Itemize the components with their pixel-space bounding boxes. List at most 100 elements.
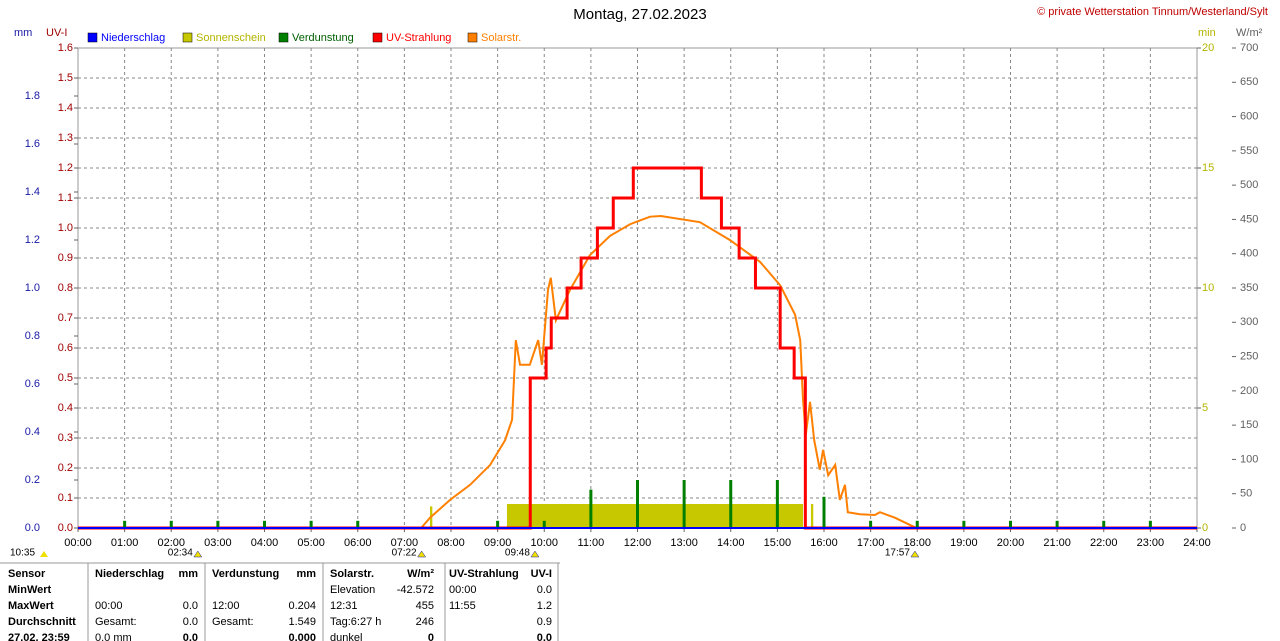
table-cell: 0 — [428, 632, 434, 641]
table-cell: Elevation — [330, 584, 375, 596]
y-tick-label: 0.7 — [58, 312, 73, 324]
table-header: UV-Strahlung — [449, 568, 519, 580]
y-tick-label: 0.4 — [25, 426, 40, 438]
evaporation-bar — [263, 520, 266, 528]
chart-title: Montag, 27.02.2023 — [573, 6, 706, 23]
y-tick-label: 1.3 — [58, 132, 73, 144]
y-tick-label: 400 — [1240, 248, 1258, 260]
table-cell: 246 — [416, 616, 434, 628]
y-tick-label: 700 — [1240, 42, 1258, 54]
y-tick-label: 150 — [1240, 419, 1258, 431]
table-cell: Durchschnitt — [8, 616, 76, 628]
evaporation-bar — [729, 480, 733, 528]
y-tick-label: 0.5 — [58, 372, 73, 384]
table-cell: 00:00 — [95, 600, 123, 612]
y-tick-label: 500 — [1240, 179, 1258, 191]
y-tick-label: 1.0 — [58, 222, 73, 234]
y-tick-label: 1.8 — [25, 90, 40, 102]
x-tick-label: 13:00 — [670, 537, 698, 549]
legend-swatch — [278, 32, 289, 43]
table-cell: 0.0 — [183, 632, 198, 641]
evaporation-bar — [542, 520, 546, 528]
y-tick-label: 1.6 — [58, 42, 73, 54]
legend-label: Niederschlag — [101, 32, 165, 44]
series-line — [78, 166, 1197, 530]
annotation-icon — [910, 550, 920, 558]
evaporation-bar — [169, 520, 173, 528]
x-tick-label: 09:00 — [484, 537, 512, 549]
annotation-label: 17:57 — [885, 548, 910, 559]
table-cell: 0.9 — [537, 616, 552, 628]
legend-label: Verdunstung — [292, 32, 354, 44]
y-tick-label: 0.6 — [25, 378, 40, 390]
x-tick-label: 17:00 — [857, 537, 885, 549]
y-tick-label: 1.5 — [58, 72, 73, 84]
axis-title: W/m² — [1236, 27, 1263, 39]
source: © private Wetterstation Tinnum/Westerlan… — [1037, 6, 1268, 18]
table-header: W/m² — [407, 568, 434, 580]
axis-title: mm — [14, 27, 32, 39]
evaporation-bar — [1055, 520, 1059, 528]
evaporation-bar — [775, 480, 779, 528]
table-cell: 00:00 — [449, 584, 477, 596]
y-tick-label: 1.4 — [25, 186, 40, 198]
y-tick-label: 1.0 — [25, 282, 40, 294]
x-tick-label: 05:00 — [297, 537, 325, 549]
evaporation-bar — [1148, 520, 1152, 528]
y-tick-label: 50 — [1240, 488, 1252, 500]
table-cell: 12:00 — [212, 600, 240, 612]
annotation-label: 02:34 — [168, 548, 193, 559]
y-tick-label: 10 — [1202, 282, 1214, 294]
x-tick-label: 12:00 — [624, 537, 652, 549]
table-cell: 0.000 — [288, 632, 316, 641]
x-tick-label: 15:00 — [764, 537, 792, 549]
legend-swatch — [372, 32, 383, 43]
y-tick-label: 250 — [1240, 350, 1258, 362]
y-tick-label: 0 — [1202, 522, 1208, 534]
evaporation-bar — [822, 496, 826, 528]
table-cell: 0.0 — [183, 616, 198, 628]
annotation-label: 09:48 — [505, 548, 530, 559]
y-tick-label: 0 — [1240, 522, 1246, 534]
table-header: UV-I — [531, 568, 552, 580]
table-cell: 12:31 — [330, 600, 358, 612]
y-tick-label: 100 — [1240, 453, 1258, 465]
x-tick-label: 23:00 — [1137, 537, 1165, 549]
y-tick-label: 0.3 — [58, 432, 73, 444]
legend-swatch — [182, 32, 193, 43]
table-cell: 0.0 mm — [95, 632, 132, 641]
corner-note: 10:35 — [10, 548, 35, 559]
y-tick-label: 1.4 — [58, 102, 73, 114]
legend-swatch — [467, 32, 478, 43]
y-tick-label: 450 — [1240, 213, 1258, 225]
annotation-label: 07:22 — [392, 548, 417, 559]
table-cell: Gesamt: — [212, 616, 254, 628]
y-tick-label: 0.0 — [25, 522, 40, 534]
evaporation-bar — [1102, 520, 1106, 528]
y-tick-label: 550 — [1240, 145, 1258, 157]
y-tick-label: 15 — [1202, 162, 1214, 174]
y-tick-label: 0.8 — [25, 330, 40, 342]
table-cell: Gesamt: — [95, 616, 137, 628]
evaporation-bar — [962, 520, 966, 528]
axis-title: UV-I — [46, 27, 67, 39]
table-cell: 0.0 — [537, 632, 552, 641]
legend-label: Sonnenschein — [196, 32, 266, 44]
annotation-icon — [193, 550, 203, 558]
x-tick-label: 07:00 — [391, 537, 419, 549]
annotation-icon — [417, 550, 427, 558]
x-tick-label: 06:00 — [344, 537, 372, 549]
x-tick-label: 22:00 — [1090, 537, 1118, 549]
table-header: mm — [296, 568, 316, 580]
table-cell: 0.0 — [183, 600, 198, 612]
evaporation-bar — [496, 520, 500, 528]
evaporation-bar — [589, 489, 593, 528]
table-cell: MinWert — [8, 584, 52, 596]
y-tick-label: 1.6 — [25, 138, 40, 150]
x-tick-label: 20:00 — [997, 537, 1025, 549]
x-tick-label: 01:00 — [111, 537, 139, 549]
table-header: Niederschlag — [95, 568, 164, 580]
table-cell: -42.572 — [397, 584, 434, 596]
y-tick-label: 20 — [1202, 42, 1214, 54]
